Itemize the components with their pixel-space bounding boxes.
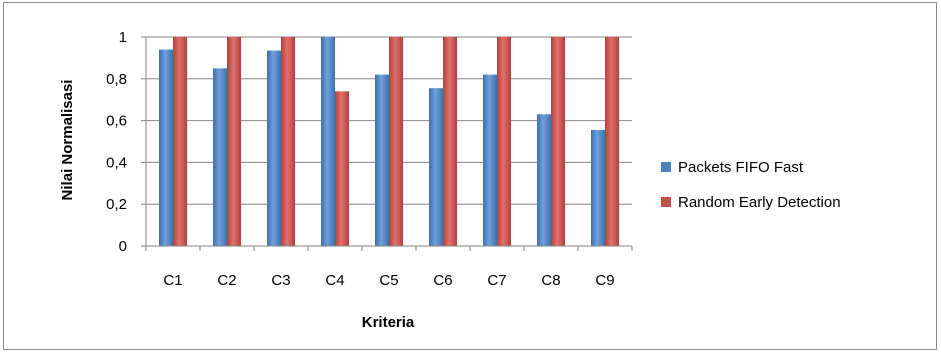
legend-swatch bbox=[661, 197, 671, 207]
bar-packets-fifo-fast-c8 bbox=[537, 114, 551, 246]
x-axis-title: Kriteria bbox=[362, 314, 415, 331]
x-tick-label: C4 bbox=[325, 272, 344, 289]
bar-packets-fifo-fast-c7 bbox=[483, 74, 497, 247]
bar-packets-fifo-fast-c4 bbox=[321, 37, 335, 246]
x-tick-label: C2 bbox=[217, 272, 236, 289]
y-axis-title: Nilai Normalisasi bbox=[59, 80, 76, 201]
chart-frame bbox=[3, 2, 937, 350]
y-tick-label: 0,8 bbox=[106, 71, 127, 88]
x-tick-label: C1 bbox=[163, 272, 182, 289]
bar-packets-fifo-fast-c9 bbox=[591, 130, 605, 246]
x-tick-label: C6 bbox=[433, 272, 452, 289]
y-tick-label: 0,4 bbox=[106, 154, 127, 171]
bar-random-early-detection-c6 bbox=[443, 37, 457, 246]
bar-packets-fifo-fast-c5 bbox=[375, 74, 389, 247]
bar-packets-fifo-fast-c3 bbox=[267, 50, 281, 247]
bar-random-early-detection-c7 bbox=[497, 37, 511, 246]
bar-random-early-detection-c4 bbox=[335, 91, 349, 246]
bar-packets-fifo-fast-c1 bbox=[159, 49, 173, 246]
y-tick-label: 0 bbox=[119, 238, 127, 255]
legend-label: Random Early Detection bbox=[678, 194, 841, 211]
legend-label: Packets FIFO Fast bbox=[678, 159, 804, 176]
x-tick-label: C3 bbox=[271, 272, 290, 289]
x-tick-label: C9 bbox=[595, 272, 614, 289]
bar-random-early-detection-c1 bbox=[173, 37, 187, 246]
legend-swatch bbox=[661, 162, 671, 172]
x-tick-label: C5 bbox=[379, 272, 398, 289]
y-tick-label: 0,2 bbox=[106, 196, 127, 213]
bar-packets-fifo-fast-c6 bbox=[429, 88, 443, 246]
y-tick-label: 0,6 bbox=[106, 113, 127, 130]
x-tick-label: C8 bbox=[541, 272, 560, 289]
bar-random-early-detection-c9 bbox=[605, 37, 619, 246]
x-tick-label: C7 bbox=[487, 272, 506, 289]
y-tick-label: 1 bbox=[119, 29, 127, 46]
bar-packets-fifo-fast-c2 bbox=[213, 68, 227, 246]
legend: Packets FIFO Fast Random Early Detection bbox=[661, 159, 841, 211]
bar-random-early-detection-c5 bbox=[389, 37, 403, 246]
bar-random-early-detection-c3 bbox=[281, 37, 295, 246]
bar-random-early-detection-c8 bbox=[551, 37, 565, 246]
bar-random-early-detection-c2 bbox=[227, 37, 241, 246]
